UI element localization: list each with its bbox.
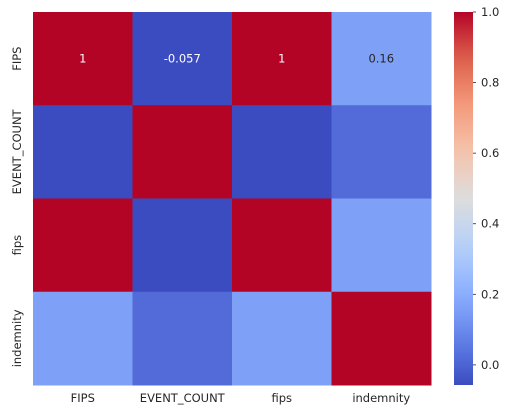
x-tick-label: FIPS: [71, 391, 95, 405]
heatmap-cell: [232, 105, 332, 199]
y-tick-label: EVENT_COUNT: [10, 108, 24, 194]
heatmap-cell: [331, 12, 432, 106]
x-axis-tick-labels: FIPS EVENT_COUNT fips indemnity: [71, 391, 411, 405]
heatmap-cell: [132, 105, 233, 199]
y-tick-label: fips: [10, 235, 24, 256]
colorbar-tick-labels: 0.0 0.2 0.4 0.6 0.8 1.0: [473, 5, 499, 372]
heatmap-cell: [331, 198, 432, 293]
x-tick-label: indemnity: [352, 391, 410, 405]
heatmap-cell: [132, 291, 233, 386]
colorbar-tick-label: 0.6: [481, 146, 499, 160]
colorbar-tick-label: 0.2: [481, 287, 499, 301]
cell-annotation: 1: [79, 52, 86, 66]
heatmap-cell: [33, 105, 133, 199]
y-tick-label: FIPS: [10, 47, 24, 71]
cell-annotation: 0.16: [368, 52, 394, 66]
colorbar-tick-label: 0.0: [481, 358, 499, 372]
colorbar-tick-label: 0.4: [481, 217, 499, 231]
heatmap-cell: [33, 198, 133, 293]
heatmap-cells: [33, 12, 432, 386]
heatmap-cell: [132, 198, 233, 293]
x-tick-label: fips: [271, 391, 292, 405]
heatmap-cell: [331, 291, 432, 386]
heatmap-cell: [232, 12, 332, 106]
heatmap-cell: [132, 12, 233, 106]
y-tick-label: indemnity: [10, 309, 24, 367]
heatmap-cell: [33, 12, 133, 106]
colorbar-tick-label: 0.8: [481, 76, 499, 90]
colorbar-tick-label: 1.0: [481, 5, 499, 19]
heatmap-cell: [33, 291, 133, 386]
heatmap-cell: [232, 291, 332, 386]
x-tick-label: EVENT_COUNT: [140, 391, 226, 405]
colorbar: [454, 12, 473, 385]
cell-annotations: 1 -0.057 1 0.16: [79, 52, 394, 66]
heatmap-cell: [331, 105, 432, 199]
heatmap-cell: [232, 198, 332, 293]
cell-annotation: 1: [278, 52, 285, 66]
cell-annotation: -0.057: [164, 52, 201, 66]
